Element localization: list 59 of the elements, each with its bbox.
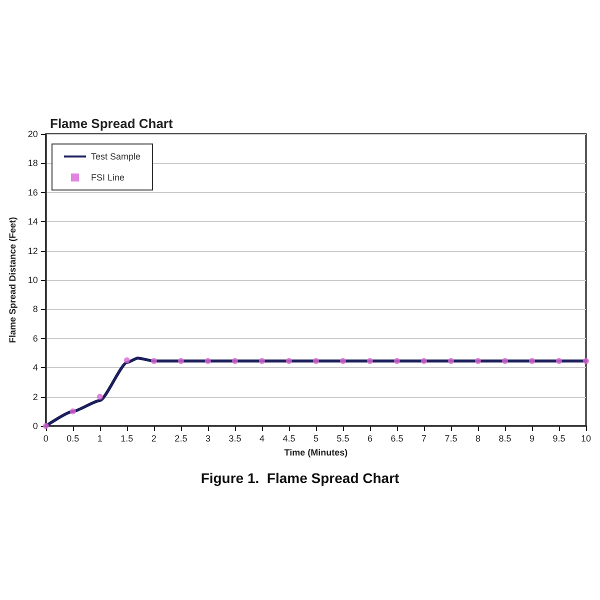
x-tick-label: 5 — [313, 434, 318, 444]
x-tick-label: 9 — [529, 434, 534, 444]
point — [474, 358, 481, 364]
point — [70, 408, 76, 414]
y-tick-label: 10 — [28, 275, 38, 285]
x-tick-label: 2.5 — [174, 434, 188, 444]
point — [232, 358, 238, 364]
point — [502, 358, 508, 364]
point — [394, 358, 400, 364]
point — [312, 358, 319, 364]
point — [96, 394, 103, 400]
x-tick-label: 6 — [367, 434, 372, 444]
y-tick-label: 0 — [32, 421, 38, 431]
x-tick-label: 7.5 — [444, 434, 458, 444]
point — [583, 358, 589, 364]
x-tick-label: 8 — [475, 434, 480, 444]
caption: Figure 1. Flame Spread Chart — [200, 470, 400, 486]
y-tick-label: 12 — [28, 246, 38, 256]
point — [286, 358, 292, 364]
y-tick-label: 4 — [32, 362, 38, 373]
x-tick-label: 1 — [97, 434, 102, 444]
legend-label: FSI Line — [91, 172, 125, 182]
y-tick-label: 14 — [28, 216, 38, 227]
point — [448, 358, 454, 364]
point — [258, 358, 265, 364]
x-tick-label: 5.5 — [336, 434, 350, 444]
point — [42, 423, 49, 429]
point — [420, 358, 427, 364]
point — [366, 358, 373, 364]
point — [340, 358, 346, 364]
x-axis-title: Time (Minutes) — [284, 448, 348, 458]
y-axis-title: Flame Spread Distance (Feet) — [8, 216, 18, 344]
x-tick-label: 7 — [421, 434, 426, 444]
x-tick-label: 3.5 — [228, 434, 242, 444]
x-tick-label: 0 — [43, 434, 48, 444]
x-tick-label: 9.5 — [552, 434, 566, 444]
point — [556, 358, 562, 364]
y-tick-label: 18 — [28, 158, 38, 168]
point — [124, 357, 130, 364]
x-tick-label: 1.5 — [120, 434, 134, 444]
y-tick-label: 16 — [28, 187, 38, 198]
point — [528, 358, 535, 364]
x-tick-label: 2 — [151, 434, 156, 444]
point — [204, 358, 211, 364]
x-tick-label: 6.5 — [390, 434, 404, 444]
y-tick-label: 8 — [32, 304, 38, 314]
x-tick-label: 8.5 — [498, 434, 512, 444]
x-tick-label: 3 — [205, 434, 210, 444]
y-tick-label: 2 — [32, 392, 38, 402]
point — [178, 358, 184, 364]
chart-title: Flame Spread Chart — [50, 116, 174, 131]
point — [150, 358, 157, 364]
x-tick-label: 4.5 — [282, 434, 296, 444]
x-tick-label: 0.5 — [66, 434, 80, 444]
x-tick-label: 4 — [259, 434, 264, 444]
y-tick-label: 20 — [28, 129, 38, 139]
x-tick-label: 10 — [580, 434, 592, 444]
y-tick-label: 6 — [32, 333, 38, 344]
legend-label: Test Sample — [91, 152, 141, 162]
